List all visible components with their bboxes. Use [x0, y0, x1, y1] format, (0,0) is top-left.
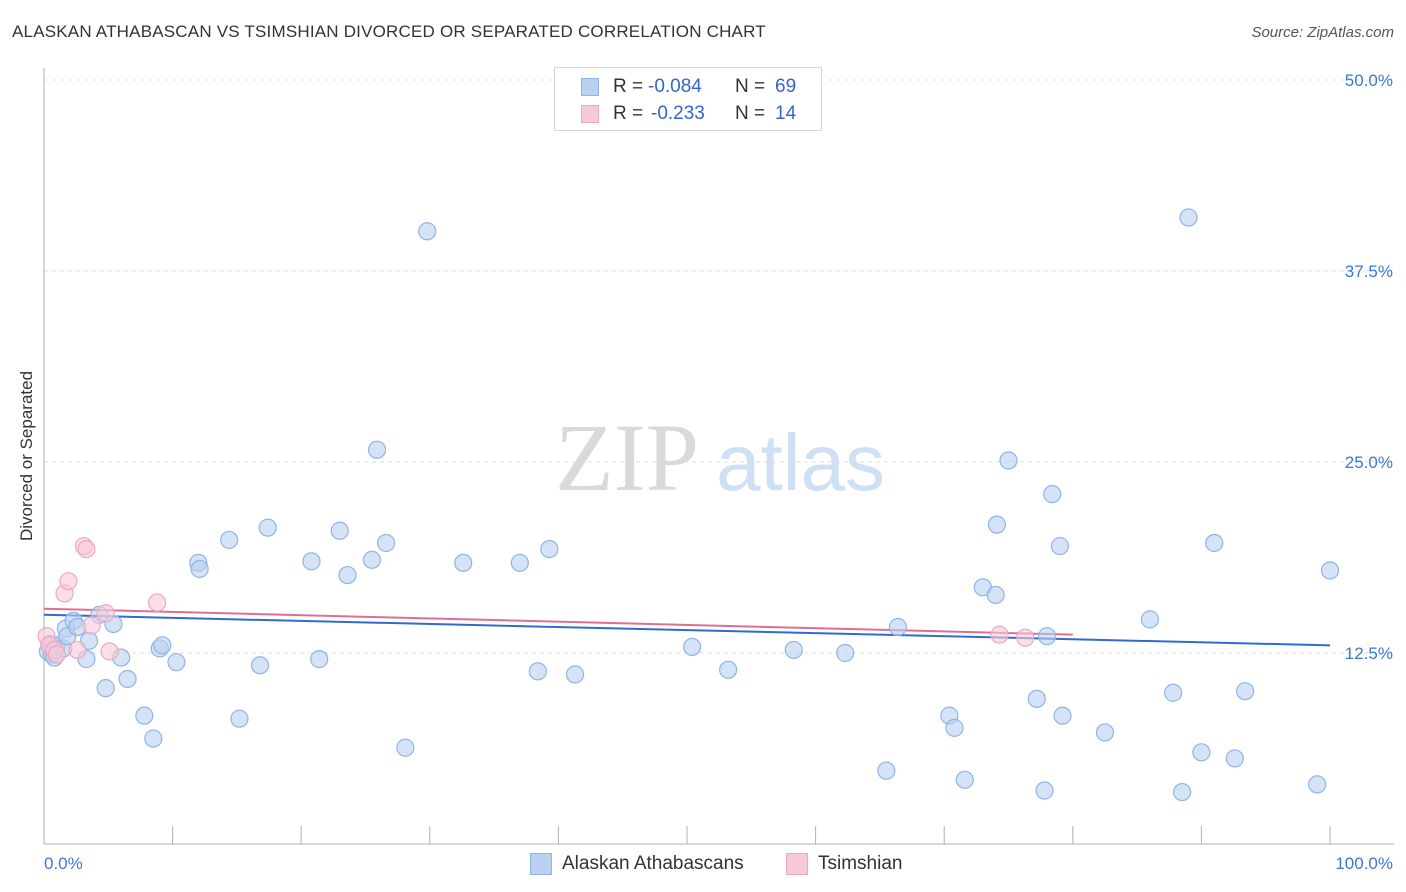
watermark-zip: ZIP [555, 404, 699, 511]
point-tsimshian [68, 640, 87, 660]
point-alaskan-athabascan [999, 451, 1018, 470]
point-alaskan-athabascan [454, 553, 473, 572]
data-points [37, 208, 1340, 802]
point-alaskan-athabascan [1035, 781, 1054, 800]
point-alaskan-athabascan [888, 617, 908, 637]
trend-line [43, 607, 1073, 636]
point-tsimshian [148, 593, 167, 612]
point-alaskan-athabascan [1164, 683, 1183, 702]
point-alaskan-athabascan [96, 679, 115, 698]
point-alaskan-athabascan [190, 559, 209, 579]
watermark: ZIP atlas [555, 404, 885, 511]
point-alaskan-athabascan [955, 770, 974, 789]
point-tsimshian [47, 645, 66, 664]
point-alaskan-athabascan [330, 521, 349, 540]
chart-title: ALASKAN ATHABASCAN VS TSIMSHIAN DIVORCED… [12, 22, 766, 41]
point-alaskan-athabascan [338, 565, 357, 585]
series-label: Alaskan Athabascans [562, 853, 744, 874]
correlation-legend: R = -0.084 N = 69 R = -0.233 N = 14 [554, 67, 822, 131]
point-alaskan-athabascan [1053, 706, 1072, 725]
point-alaskan-athabascan [376, 533, 396, 553]
legend-n-label: N = [735, 76, 766, 97]
point-tsimshian [990, 625, 1009, 644]
point-alaskan-athabascan [945, 718, 964, 737]
point-alaskan-athabascan [220, 530, 239, 550]
point-alaskan-athabascan [367, 440, 387, 459]
point-alaskan-athabascan [836, 643, 855, 663]
point-alaskan-athabascan [877, 761, 896, 780]
tick-labels: 12.5% 25.0% 37.5% 50.0% 0.0% 100.0% [44, 71, 1393, 873]
legend-swatch-blue [581, 78, 599, 96]
point-alaskan-athabascan [302, 552, 321, 571]
watermark-atlas: atlas [716, 418, 885, 507]
point-alaskan-athabascan [258, 518, 277, 537]
legend-swatch-pink [581, 105, 599, 123]
series-swatch-pink [786, 853, 808, 875]
point-alaskan-athabascan [1173, 782, 1192, 802]
legend-n-value: 14 [775, 103, 797, 124]
point-alaskan-athabascan [1043, 484, 1062, 504]
point-alaskan-athabascan [510, 553, 529, 572]
point-alaskan-athabascan [135, 706, 154, 725]
point-alaskan-athabascan [1179, 208, 1198, 227]
y-tick-label: 25.0% [1345, 453, 1393, 472]
axes [43, 68, 1394, 845]
point-tsimshian [96, 604, 115, 623]
point-alaskan-athabascan [250, 656, 270, 675]
series-swatch-blue [530, 853, 552, 875]
point-alaskan-athabascan [683, 637, 702, 656]
point-alaskan-athabascan [1308, 775, 1327, 794]
point-alaskan-athabascan [362, 550, 382, 569]
legend-n-label: N = [735, 103, 766, 124]
point-alaskan-athabascan [528, 662, 547, 681]
point-alaskan-athabascan [1095, 723, 1115, 742]
point-alaskan-athabascan [1192, 743, 1211, 762]
point-alaskan-athabascan [1205, 533, 1224, 553]
grid-lines [44, 79, 1394, 654]
point-alaskan-athabascan [418, 222, 437, 241]
point-alaskan-athabascan [986, 585, 1005, 605]
point-alaskan-athabascan [719, 660, 738, 679]
trend-line [43, 613, 1331, 647]
point-alaskan-athabascan [784, 640, 803, 660]
legend-r-label: R = [613, 76, 644, 97]
x-tick-label-max: 100.0% [1335, 854, 1393, 873]
point-alaskan-athabascan [987, 515, 1007, 534]
point-alaskan-athabascan [540, 539, 559, 559]
series-label: Tsimshian [818, 853, 903, 874]
legend-r-value: -0.233 [651, 103, 705, 124]
point-tsimshian [82, 616, 101, 635]
point-alaskan-athabascan [1236, 682, 1255, 701]
chart-source: Source: ZipAtlas.com [1251, 24, 1394, 41]
point-alaskan-athabascan [1037, 627, 1057, 646]
point-alaskan-athabascan [144, 729, 163, 748]
y-tick-label: 50.0% [1345, 71, 1393, 90]
legend-r-value: -0.084 [648, 76, 702, 97]
point-tsimshian [59, 572, 78, 591]
point-alaskan-athabascan [1050, 536, 1070, 556]
point-alaskan-athabascan [1027, 689, 1046, 708]
point-tsimshian [1016, 628, 1035, 647]
point-alaskan-athabascan [1140, 610, 1160, 629]
point-alaskan-athabascan [396, 738, 415, 757]
legend-n-value: 69 [775, 76, 797, 97]
point-alaskan-athabascan [566, 665, 585, 684]
point-tsimshian [100, 642, 119, 661]
point-alaskan-athabascan [1225, 749, 1244, 768]
point-alaskan-athabascan [310, 650, 329, 669]
point-tsimshian [77, 539, 96, 559]
y-tick-label: 12.5% [1345, 644, 1393, 663]
point-alaskan-athabascan [167, 653, 186, 672]
point-alaskan-athabascan [118, 669, 137, 689]
point-alaskan-athabascan [230, 709, 249, 728]
legend-r-label: R = [613, 103, 644, 124]
point-alaskan-athabascan [1320, 561, 1340, 580]
point-alaskan-athabascan [153, 636, 172, 655]
y-tick-label: 37.5% [1345, 262, 1393, 281]
x-tick-label-min: 0.0% [44, 854, 83, 873]
